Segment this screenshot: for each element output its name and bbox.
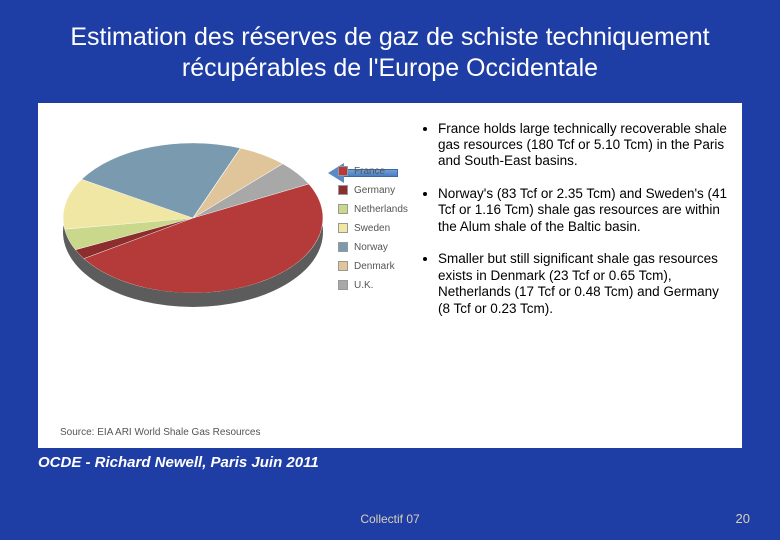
legend-label: Norway	[354, 242, 388, 253]
legend-item: U.K.	[338, 280, 408, 291]
legend-swatch	[338, 185, 348, 195]
bullet-item: France holds large technically recoverab…	[438, 121, 732, 170]
legend-label: Germany	[354, 185, 395, 196]
chart-area: France Germany Netherlands Sweden Norway Denm…	[38, 103, 408, 448]
chart-legend: France Germany Netherlands Sweden Norway Denm…	[338, 158, 408, 299]
legend-swatch	[338, 261, 348, 271]
pie-chart	[63, 143, 323, 323]
bullet-item: Smaller but still significant shale gas …	[438, 251, 732, 317]
footer-center: Collectif 07	[360, 512, 419, 526]
legend-item: Norway	[338, 242, 408, 253]
legend-label: France	[354, 166, 385, 177]
page-number: 20	[736, 511, 750, 526]
legend-item: Sweden	[338, 223, 408, 234]
legend-swatch	[338, 166, 348, 176]
legend-item: Denmark	[338, 261, 408, 272]
legend-label: Sweden	[354, 223, 390, 234]
legend-swatch	[338, 204, 348, 214]
slide-title: Estimation des réserves de gaz de schist…	[0, 0, 780, 95]
content-panel: France Germany Netherlands Sweden Norway Denm…	[38, 103, 742, 448]
slide-caption: OCDE - Richard Newell, Paris Juin 2011	[38, 454, 780, 471]
legend-item: France	[338, 166, 408, 177]
legend-label: U.K.	[354, 280, 373, 291]
chart-source: Source: EIA ARI World Shale Gas Resource…	[60, 427, 260, 438]
legend-item: Germany	[338, 185, 408, 196]
legend-label: Denmark	[354, 261, 395, 272]
legend-swatch	[338, 280, 348, 290]
legend-swatch	[338, 223, 348, 233]
bullet-item: Norway's (83 Tcf or 2.35 Tcm) and Sweden…	[438, 186, 732, 235]
legend-swatch	[338, 242, 348, 252]
bullet-list: France holds large technically recoverab…	[408, 103, 742, 448]
legend-item: Netherlands	[338, 204, 408, 215]
legend-label: Netherlands	[354, 204, 408, 215]
